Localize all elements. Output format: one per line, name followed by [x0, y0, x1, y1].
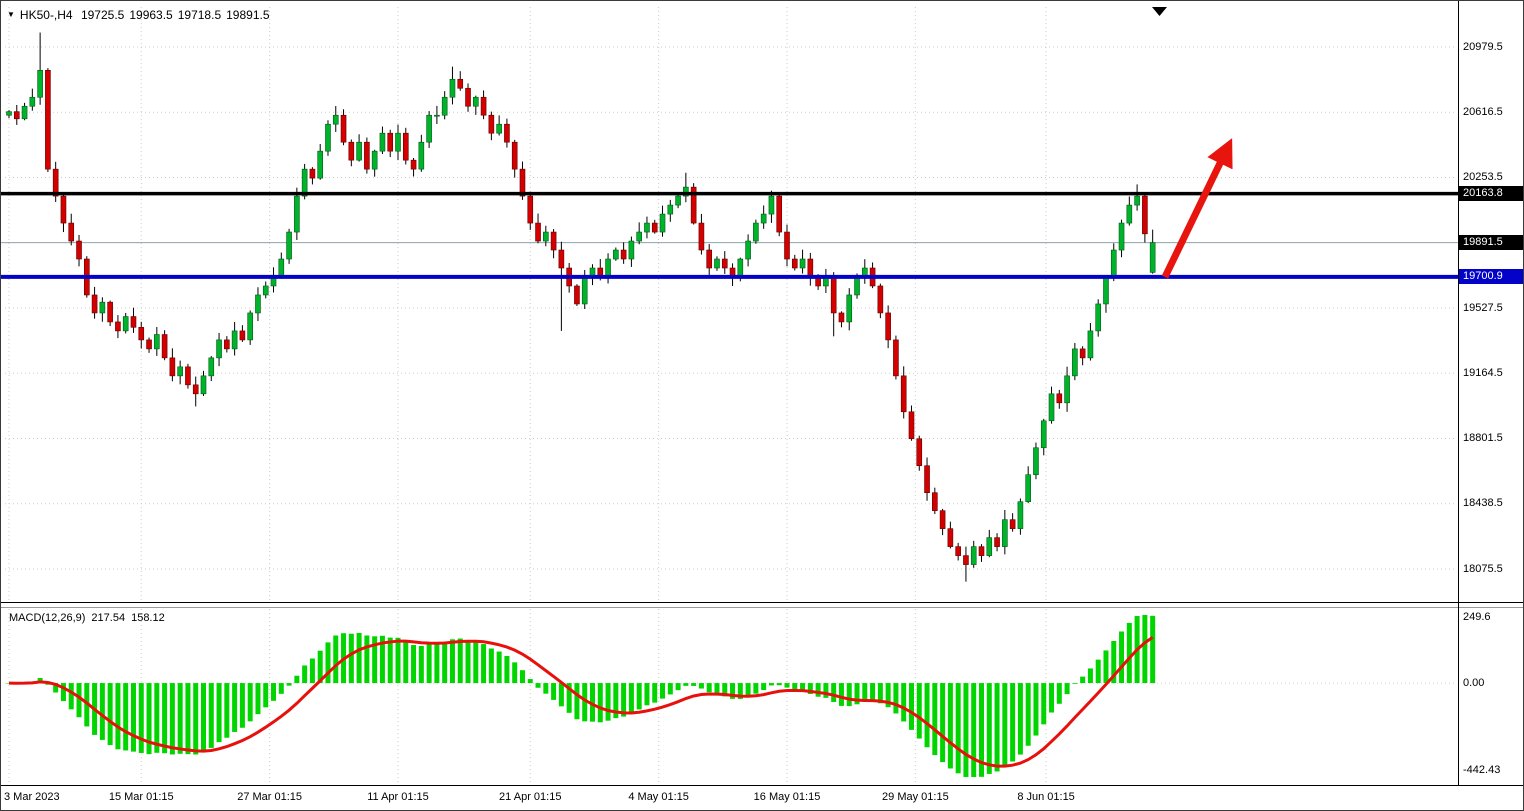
macd-main-value: 217.54: [91, 612, 126, 624]
price-axis-label: 18438.5: [1463, 497, 1503, 510]
candlesticks: [6, 32, 1156, 582]
price-tag-support: 19700.9: [1459, 269, 1523, 285]
price-axis-label: 18075.5: [1463, 562, 1503, 575]
price-axis-label: 19527.5: [1463, 301, 1503, 314]
time-axis-label: 15 Mar 01:15: [108, 791, 174, 803]
time-axis-label: 27 Mar 01:15: [237, 791, 303, 803]
macd-axis-label: -442.43: [1463, 764, 1501, 776]
macd-axis-label: 0.00: [1463, 676, 1485, 689]
gridlines: [5, 7, 1456, 783]
time-axis-label: 29 May 01:15: [882, 791, 949, 803]
price-tag-resistance: 20163.8: [1459, 186, 1523, 202]
time-axis-label: 8 Jun 01:15: [1017, 791, 1075, 803]
time-axis-label: 16 May 01:15: [753, 791, 821, 803]
bar-open-value: 19725.5: [80, 8, 125, 22]
symbol-name: HK50-,H4: [19, 8, 73, 22]
price-axis-label: 20616.5: [1463, 105, 1503, 118]
trend-arrow[interactable]: [1161, 138, 1233, 279]
panel-separators[interactable]: [1, 1, 1524, 786]
scroll-position-icon: [1152, 7, 1167, 16]
macd-histogram: [6, 615, 1156, 777]
symbol-marker-icon: ▼: [7, 10, 15, 19]
time-axis-label: 21 Apr 01:15: [499, 791, 562, 803]
macd-signal-line: [8, 636, 1154, 768]
time-axis-label: 11 Apr 01:15: [367, 791, 429, 803]
price-axis-label: 19164.5: [1463, 366, 1503, 379]
macd-name: MACD(12,26,9): [9, 612, 86, 624]
macd-signal-value: 158.12: [131, 612, 165, 624]
price-axis-label: 18801.5: [1463, 432, 1503, 444]
time-axis-label: 4 May 01:15: [628, 791, 689, 803]
symbol-info: ▼ HK50-,H4 19725.5 19963.5 19718.5 19891.5: [7, 8, 275, 22]
price-axis-label: 20979.5: [1463, 40, 1503, 53]
price-tag-current-price: 19891.5: [1459, 235, 1523, 251]
time-axis-label: 3 Mar 2023: [4, 791, 60, 803]
bar-high-value: 19963.5: [129, 8, 173, 22]
bar-low-value: 19718.5: [177, 8, 222, 22]
macd-indicator-label: MACD(12,26,9) 217.54 158.12: [9, 612, 171, 625]
price-axis-label: 20253.5: [1463, 171, 1503, 183]
macd-axis-label: 249.6: [1463, 611, 1491, 623]
bar-close-value: 19891.5: [226, 8, 270, 22]
